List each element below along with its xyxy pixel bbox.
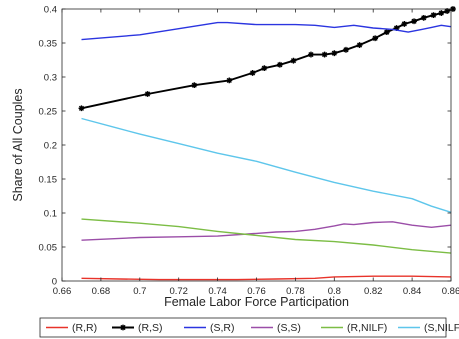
data-point: [343, 46, 349, 53]
data-point: [331, 50, 338, 57]
series-line: [81, 221, 452, 241]
series-s-r: [81, 21, 452, 41]
data-point: [401, 21, 408, 27]
x-tick-label: 0.82: [364, 286, 383, 297]
data-point: [420, 14, 427, 21]
x-tick-label: 0.72: [169, 286, 188, 297]
series-line: [81, 117, 452, 213]
x-tick-label: 0.86: [442, 286, 459, 297]
data-point: [261, 65, 268, 72]
data-point: [249, 70, 256, 76]
series-line: [81, 218, 452, 254]
data-point: [444, 8, 451, 14]
data-point: [276, 61, 283, 68]
tick-layer: 0.66 0.68 0.7 0.72 0.74 0.76 0.78 0.8 0.82 0.84 0.…: [39, 4, 459, 297]
legend-label: (R,S): [138, 322, 163, 334]
legend-label: (S,R): [210, 322, 235, 334]
x-tick-label: 0.74: [208, 286, 227, 297]
data-point: [321, 51, 328, 58]
series-r-s: [78, 6, 456, 112]
y-tick-label: 0.35: [39, 38, 58, 49]
legend-item-r-nilf: (R,NILF): [321, 322, 387, 334]
legend-box: [39, 317, 447, 338]
y-tick-label: 0.4: [44, 4, 57, 15]
x-tick-label: 0.68: [92, 286, 111, 297]
data-point: [411, 18, 417, 25]
legend-label: (R,NILF): [347, 322, 387, 334]
y-tick-label: 0.2: [44, 140, 57, 151]
x-tick-label: 0.7: [133, 286, 146, 297]
data-point: [78, 105, 85, 112]
data-point: [383, 29, 390, 36]
legend-item-r-s: (R,S): [112, 322, 163, 334]
x-tick-label: 0.66: [53, 286, 72, 297]
legend-label: (R,R): [72, 322, 97, 334]
y-tick-label: 0.1: [44, 208, 57, 219]
legend-item-s-r: (S,R): [184, 322, 235, 334]
legend-item-r-r: (R,R): [46, 322, 97, 334]
data-point: [372, 35, 379, 42]
data-point: [226, 77, 233, 84]
x-axis-label: Female Labor Force Participation: [164, 295, 349, 309]
series-r-r: [81, 275, 452, 281]
data-point: [290, 57, 297, 64]
x-tick-label: 0.76: [247, 286, 266, 297]
series-line: [81, 275, 452, 281]
axes-layer: [61, 8, 452, 282]
y-tick-label: 0.15: [39, 174, 58, 185]
y-axis-label: Share of All Couples: [11, 88, 25, 201]
series-s-s: [81, 221, 452, 241]
legend-item-s-s: (S,S): [251, 322, 301, 334]
y-tick-label: 0.25: [39, 106, 58, 117]
data-point: [393, 25, 400, 31]
y-tick-label: 0.3: [44, 72, 57, 83]
x-tick-label: 0.8: [328, 286, 341, 297]
legend-item-s-nilf: (S,NILF): [398, 322, 459, 334]
series-layer: [78, 6, 456, 281]
data-point: [144, 91, 151, 97]
series-line: [81, 21, 452, 41]
x-tick-label: 0.78: [286, 286, 305, 297]
data-point: [356, 42, 363, 48]
data-point: [191, 82, 198, 89]
y-tick-label: 0.05: [39, 242, 58, 253]
legend: (R,R) (R,S) (S,R) (S,S) (R,NILF) (S,NILF): [39, 317, 459, 338]
legend-marker: [120, 324, 126, 331]
data-point: [450, 6, 456, 12]
legend-label: (S,NILF): [424, 322, 459, 334]
series-s-nilf: [81, 117, 452, 213]
legend-label: (S,S): [277, 322, 301, 334]
data-point: [438, 10, 445, 16]
data-point: [430, 12, 437, 19]
y-tick-label: 0: [52, 276, 57, 287]
data-point: [308, 51, 314, 58]
series-r-nilf: [81, 218, 452, 254]
x-tick-label: 0.84: [403, 286, 422, 297]
plot-area: [62, 9, 451, 281]
